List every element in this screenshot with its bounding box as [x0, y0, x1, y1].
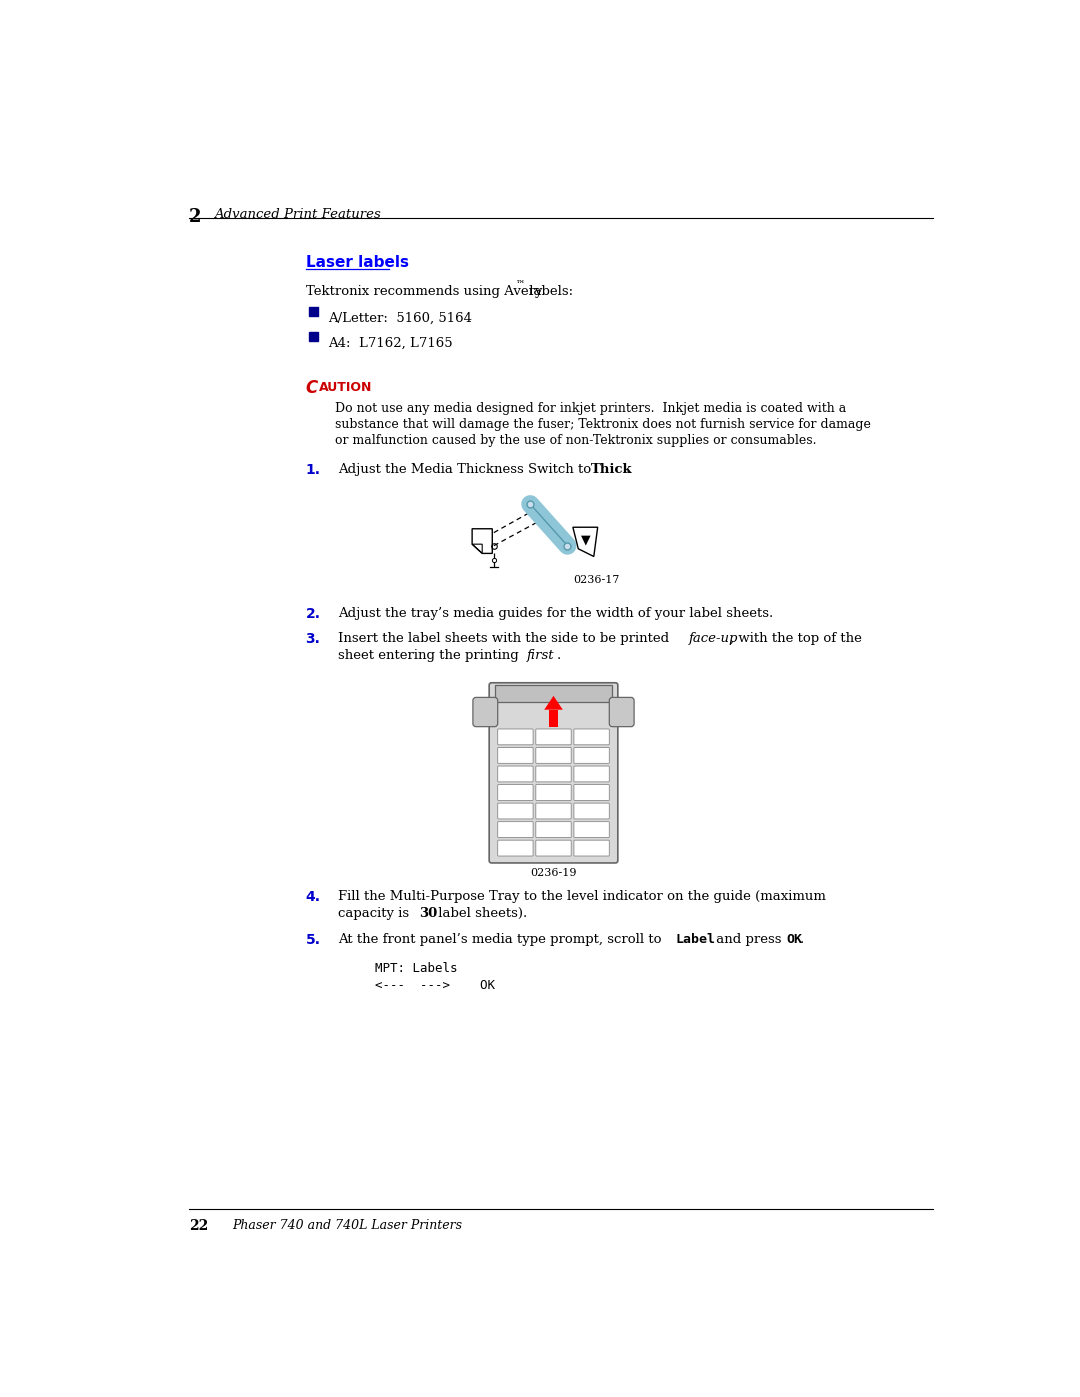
Text: .: . — [800, 933, 805, 946]
Text: ™: ™ — [516, 279, 525, 289]
Text: and press: and press — [712, 933, 786, 946]
Text: sheet entering the printing: sheet entering the printing — [338, 648, 523, 662]
FancyBboxPatch shape — [473, 697, 498, 726]
FancyBboxPatch shape — [573, 785, 609, 800]
Text: 0236-19: 0236-19 — [530, 869, 577, 879]
Text: 3.: 3. — [306, 631, 321, 645]
FancyBboxPatch shape — [536, 766, 571, 782]
Text: AUTION: AUTION — [319, 380, 373, 394]
Bar — [309, 307, 318, 316]
Text: Do not use any media designed for inkjet printers.  Inkjet media is coated with : Do not use any media designed for inkjet… — [335, 402, 847, 415]
Text: <---  --->    OK: <--- ---> OK — [375, 979, 496, 992]
Text: labels:: labels: — [525, 285, 573, 299]
FancyBboxPatch shape — [573, 766, 609, 782]
Text: .: . — [556, 648, 561, 662]
Bar — [495, 685, 612, 703]
Text: Fill the Multi-Purpose Tray to the level indicator on the guide (maximum: Fill the Multi-Purpose Tray to the level… — [338, 890, 826, 902]
Text: 5.: 5. — [306, 933, 321, 947]
Text: Phaser 740 and 740L Laser Printers: Phaser 740 and 740L Laser Printers — [232, 1218, 462, 1232]
Text: label sheets).: label sheets). — [434, 907, 527, 919]
FancyBboxPatch shape — [536, 821, 571, 837]
FancyBboxPatch shape — [536, 729, 571, 745]
Text: Adjust the Media Thickness Switch to: Adjust the Media Thickness Switch to — [338, 464, 595, 476]
FancyBboxPatch shape — [498, 766, 534, 782]
Text: substance that will damage the fuser; Tektronix does not furnish service for dam: substance that will damage the fuser; Te… — [335, 418, 870, 430]
FancyBboxPatch shape — [498, 785, 534, 800]
Text: capacity is: capacity is — [338, 907, 414, 919]
FancyBboxPatch shape — [573, 803, 609, 819]
Text: C: C — [306, 379, 318, 397]
Text: A4:  L7162, L7165: A4: L7162, L7165 — [328, 337, 453, 349]
FancyBboxPatch shape — [573, 747, 609, 763]
Text: , with the top of the: , with the top of the — [730, 631, 862, 645]
Text: 2: 2 — [189, 208, 202, 226]
Text: Tektronix recommends using Avery: Tektronix recommends using Avery — [306, 285, 542, 299]
Bar — [550, 710, 557, 728]
Polygon shape — [544, 696, 563, 710]
FancyBboxPatch shape — [498, 803, 534, 819]
FancyBboxPatch shape — [536, 803, 571, 819]
Polygon shape — [572, 527, 597, 556]
Text: Thick: Thick — [591, 464, 632, 476]
FancyBboxPatch shape — [573, 729, 609, 745]
FancyBboxPatch shape — [498, 840, 534, 856]
Text: face-up: face-up — [689, 631, 738, 645]
Text: 1.: 1. — [306, 464, 321, 478]
Text: or malfunction caused by the use of non-Tektronix supplies or consumables.: or malfunction caused by the use of non-… — [335, 434, 816, 447]
Text: 22: 22 — [189, 1218, 208, 1232]
FancyBboxPatch shape — [498, 821, 534, 837]
Text: MPT: Labels: MPT: Labels — [375, 963, 458, 975]
FancyBboxPatch shape — [609, 697, 634, 726]
FancyBboxPatch shape — [536, 747, 571, 763]
Text: Adjust the tray’s media guides for the width of your label sheets.: Adjust the tray’s media guides for the w… — [338, 608, 773, 620]
Text: ▼: ▼ — [581, 534, 591, 546]
Text: OK: OK — [786, 933, 802, 946]
Text: 0236-17: 0236-17 — [572, 576, 619, 585]
Bar — [309, 332, 318, 341]
Text: Label: Label — [675, 933, 715, 946]
Text: A/Letter:  5160, 5164: A/Letter: 5160, 5164 — [328, 312, 472, 324]
Text: first: first — [527, 648, 554, 662]
Text: Laser labels: Laser labels — [306, 254, 408, 270]
FancyBboxPatch shape — [573, 840, 609, 856]
Text: Insert the label sheets with the side to be printed: Insert the label sheets with the side to… — [338, 631, 674, 645]
Text: At the front panel’s media type prompt, scroll to: At the front panel’s media type prompt, … — [338, 933, 665, 946]
Text: 30: 30 — [419, 907, 437, 919]
FancyBboxPatch shape — [536, 840, 571, 856]
FancyBboxPatch shape — [498, 729, 534, 745]
Text: Advanced Print Features: Advanced Print Features — [214, 208, 381, 221]
FancyBboxPatch shape — [489, 683, 618, 863]
FancyBboxPatch shape — [536, 785, 571, 800]
Text: 2.: 2. — [306, 608, 321, 622]
FancyBboxPatch shape — [573, 821, 609, 837]
Text: .: . — [626, 464, 631, 476]
FancyBboxPatch shape — [498, 747, 534, 763]
Text: 4.: 4. — [306, 890, 321, 904]
